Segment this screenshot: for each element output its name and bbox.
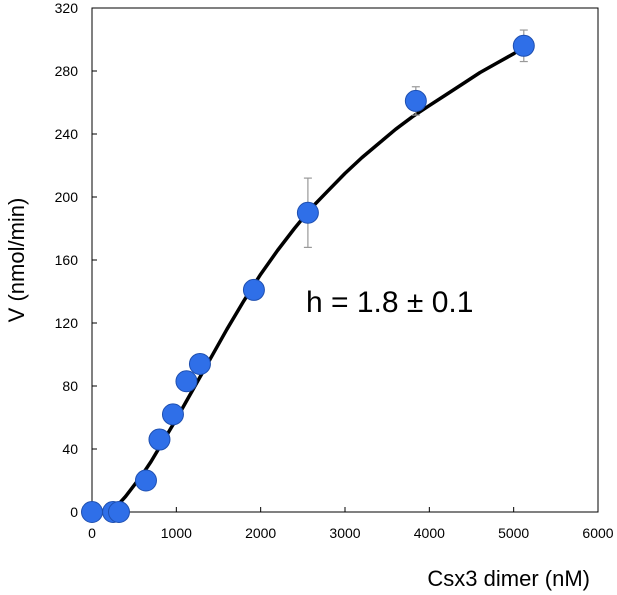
data-point [404,89,427,112]
data-point [512,34,535,57]
y-tick-label: 0 [70,504,78,520]
x-tick-label: 1000 [161,525,192,541]
y-axis: 0 40 80 120 160 200 240 280 320 [55,0,97,520]
x-tick-label: 5000 [498,525,529,541]
fit-curve [107,45,526,514]
data-point [161,403,184,426]
data-point [175,370,198,393]
data-point [134,469,157,492]
y-tick-label: 240 [55,126,79,142]
x-tick-label: 2000 [245,525,276,541]
x-tick-label: 3000 [329,525,360,541]
y-tick-label: 40 [62,441,78,457]
x-tick-label: 0 [88,525,96,541]
x-tick-label: 6000 [582,525,613,541]
y-tick-label: 320 [55,0,79,16]
data-point [107,501,130,523]
data-point [296,201,319,224]
x-axis-title: Csx3 dimer (nM) [427,566,590,591]
hill-coefficient-annotation: h = 1.8 ± 0.1 [306,286,473,319]
y-tick-label: 120 [55,315,79,331]
y-tick-label: 200 [55,189,79,205]
y-tick-label: 80 [62,378,78,394]
data-point [242,278,265,301]
x-axis: 0 1000 2000 3000 4000 5000 6000 [88,507,614,541]
x-tick-label: 4000 [414,525,445,541]
y-axis-title: V (nmol/min) [4,198,29,323]
fit-layer [107,45,526,514]
y-tick-label: 280 [55,63,79,79]
data-point [81,501,103,523]
data-points [81,34,535,523]
y-tick-label: 160 [55,252,79,268]
data-point [188,352,211,375]
data-point [148,428,171,451]
